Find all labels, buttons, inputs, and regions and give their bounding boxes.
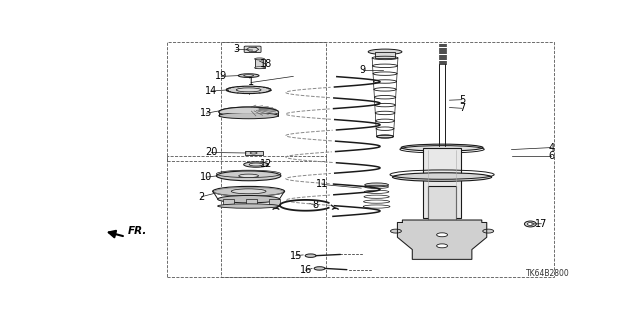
Text: 18: 18: [260, 59, 272, 69]
Text: 6: 6: [548, 151, 554, 161]
Ellipse shape: [524, 221, 536, 227]
Ellipse shape: [305, 254, 316, 257]
Ellipse shape: [216, 171, 281, 181]
Bar: [246, 199, 257, 206]
Ellipse shape: [314, 267, 325, 270]
Ellipse shape: [231, 189, 266, 194]
Text: 14: 14: [205, 86, 218, 96]
Bar: [167, 156, 326, 277]
Ellipse shape: [219, 113, 278, 119]
Ellipse shape: [219, 107, 278, 117]
Ellipse shape: [365, 183, 388, 187]
Text: 7: 7: [459, 103, 465, 113]
Bar: [428, 186, 456, 255]
Text: 12: 12: [260, 159, 272, 168]
Ellipse shape: [218, 204, 280, 208]
Ellipse shape: [368, 49, 402, 55]
Text: 19: 19: [215, 71, 227, 81]
Text: 1: 1: [248, 78, 254, 87]
Text: 16: 16: [300, 265, 312, 275]
Text: 5: 5: [459, 95, 465, 105]
Ellipse shape: [401, 144, 483, 151]
Ellipse shape: [527, 223, 533, 226]
Bar: [375, 52, 395, 58]
Bar: [423, 148, 461, 218]
FancyBboxPatch shape: [244, 46, 261, 53]
Text: 8: 8: [312, 200, 319, 210]
Text: 11: 11: [316, 179, 328, 189]
Ellipse shape: [244, 75, 253, 77]
Text: TK64B2800: TK64B2800: [526, 269, 570, 278]
Polygon shape: [397, 220, 486, 259]
Text: 20: 20: [205, 147, 218, 158]
Ellipse shape: [390, 229, 401, 233]
Ellipse shape: [244, 162, 269, 167]
Bar: [269, 199, 280, 206]
Text: 2: 2: [198, 192, 205, 202]
Ellipse shape: [250, 152, 257, 154]
Ellipse shape: [235, 110, 262, 114]
Text: FR.: FR.: [128, 226, 147, 235]
Ellipse shape: [483, 229, 493, 233]
Ellipse shape: [236, 88, 261, 92]
Bar: [223, 199, 234, 206]
Text: 15: 15: [289, 251, 302, 261]
Text: 10: 10: [200, 172, 212, 182]
Ellipse shape: [436, 244, 447, 248]
Ellipse shape: [255, 58, 264, 60]
Text: 9: 9: [360, 65, 366, 75]
Ellipse shape: [227, 86, 271, 93]
Text: 17: 17: [535, 219, 547, 229]
Ellipse shape: [436, 233, 447, 237]
Bar: [255, 59, 264, 68]
Ellipse shape: [376, 135, 394, 138]
Bar: [167, 42, 326, 161]
Ellipse shape: [239, 174, 259, 178]
Bar: [221, 42, 554, 277]
Ellipse shape: [218, 196, 280, 203]
Ellipse shape: [212, 186, 285, 196]
Text: 4: 4: [548, 143, 554, 152]
Ellipse shape: [249, 163, 263, 166]
FancyBboxPatch shape: [244, 151, 262, 155]
Text: 13: 13: [200, 108, 212, 118]
Text: 3: 3: [233, 44, 239, 54]
Ellipse shape: [392, 173, 492, 182]
Ellipse shape: [238, 74, 259, 78]
Ellipse shape: [255, 67, 264, 69]
